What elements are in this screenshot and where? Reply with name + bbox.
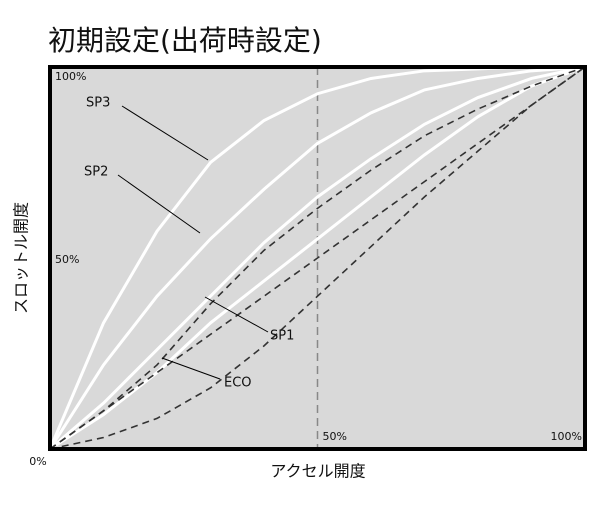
plot-frame <box>48 65 587 451</box>
x-tick-label: 50% <box>323 430 347 443</box>
series-label: SP3 <box>86 96 110 111</box>
x-tick-label: 0% <box>29 455 46 468</box>
leader-line <box>161 357 221 380</box>
series-line <box>48 65 586 450</box>
y-tick-label: 100% <box>55 70 86 83</box>
series-line <box>49 65 586 451</box>
series-line <box>49 65 586 451</box>
leader-line <box>121 105 209 161</box>
series-line <box>49 66 586 450</box>
x-tick-label: 100% <box>551 430 582 443</box>
y-axis-label: スロットル開度 <box>12 202 31 314</box>
series-label: ECO <box>224 376 252 391</box>
series-label: SP1 <box>270 329 294 344</box>
series-label: SP2 <box>84 165 108 180</box>
series-line <box>49 66 586 450</box>
leader-line <box>204 296 269 333</box>
x-axis-label: アクセル開度 <box>270 462 365 481</box>
leader-line <box>117 174 201 234</box>
series-line <box>49 66 586 450</box>
chart-title: 初期設定(出荷時設定) <box>48 24 322 57</box>
y-tick-label: 50% <box>55 253 79 266</box>
